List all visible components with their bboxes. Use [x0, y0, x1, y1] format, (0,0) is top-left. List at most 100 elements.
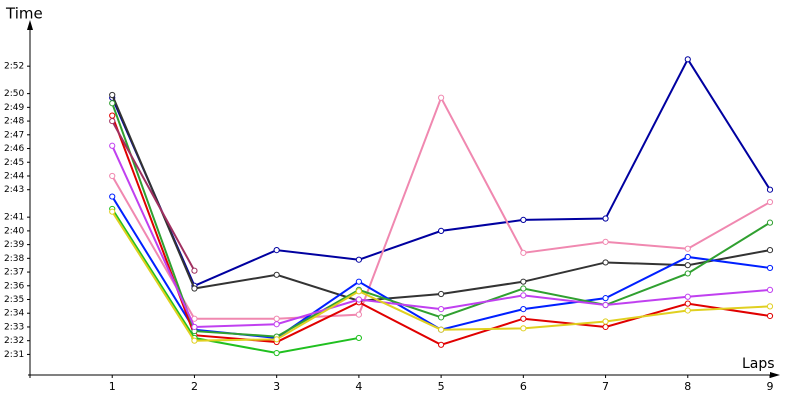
data-point: [438, 227, 445, 234]
y-tick-label: 2:39: [4, 240, 24, 250]
data-point: [520, 292, 527, 299]
series-line: [111, 102, 771, 338]
data-point: [355, 334, 362, 342]
data-point: [109, 142, 116, 149]
data-point: [438, 326, 445, 333]
data-point: [109, 112, 116, 119]
data-point: [766, 264, 774, 272]
data-point: [355, 278, 362, 285]
data-point: [520, 216, 527, 224]
data-point: [520, 315, 527, 322]
data-point: [109, 193, 116, 200]
data-point: [191, 323, 198, 331]
data-point: [355, 296, 362, 303]
y-tick-label: 2:38: [4, 254, 24, 264]
data-point: [602, 323, 609, 331]
data-point: [684, 262, 691, 269]
data-point: [191, 315, 198, 322]
data-point: [684, 293, 691, 300]
y-tick-label: 2:47: [4, 130, 24, 140]
y-tick-label: 2:31: [4, 350, 24, 360]
x-tick-label: 1: [109, 380, 116, 393]
data-point: [438, 290, 445, 298]
data-point: [520, 278, 527, 285]
data-point: [766, 286, 774, 294]
y-tick-label: 2:50: [4, 89, 24, 99]
y-tick-label: 2:46: [4, 144, 24, 154]
y-tick-label: 2:52: [4, 62, 24, 72]
data-point: [355, 256, 362, 263]
data-point: [438, 314, 445, 321]
data-point: [109, 208, 116, 215]
data-point: [684, 245, 691, 252]
x-axis-arrow: [770, 372, 780, 378]
data-point: [438, 306, 445, 313]
x-tick-label: 2: [191, 380, 198, 393]
y-tick-label: 2:37: [4, 268, 24, 278]
x-tick-label: 7: [602, 380, 609, 393]
x-tick-label: 3: [273, 380, 280, 393]
data-point: [766, 198, 774, 206]
y-tick-label: 2:44: [4, 171, 24, 181]
x-tick-label: 5: [438, 380, 445, 393]
data-point: [273, 246, 280, 254]
data-point: [766, 219, 774, 226]
data-point: [684, 253, 691, 261]
series-line: [111, 94, 771, 302]
data-point: [355, 311, 362, 318]
data-point: [602, 301, 609, 309]
data-point: [520, 285, 527, 292]
y-tick-label: 2:40: [4, 226, 24, 236]
data-point: [684, 300, 691, 307]
data-point: [684, 307, 691, 314]
data-point: [766, 312, 774, 320]
data-point: [273, 271, 280, 278]
x-tick-label: 4: [355, 380, 362, 393]
y-tick-label: 2:49: [4, 103, 24, 113]
data-point: [109, 100, 116, 107]
x-tick-label: 9: [767, 380, 774, 393]
data-point: [273, 321, 280, 328]
x-tick-label: 8: [684, 380, 691, 393]
data-point: [191, 267, 198, 274]
data-point: [109, 117, 116, 125]
data-point: [766, 303, 774, 310]
series-line: [111, 208, 360, 355]
data-point: [766, 246, 774, 254]
data-point: [684, 56, 691, 63]
data-point: [191, 285, 198, 292]
series-line: [111, 145, 771, 328]
y-tick-label: 2:41: [4, 213, 24, 223]
data-point: [520, 325, 527, 332]
y-tick-label: 2:33: [4, 322, 24, 332]
data-point: [520, 249, 527, 256]
y-tick-label: 2:35: [4, 295, 24, 305]
y-axis-label: Time: [5, 5, 43, 23]
series-line: [111, 120, 196, 272]
data-point: [520, 306, 527, 313]
data-point: [602, 318, 609, 325]
y-tick-label: 2:34: [4, 309, 24, 319]
x-axis-label: Laps: [742, 356, 775, 372]
y-tick-label: 2:43: [4, 185, 24, 195]
data-point: [766, 186, 774, 193]
data-point: [602, 259, 609, 266]
data-point: [438, 341, 445, 348]
data-point: [602, 295, 609, 302]
y-tick-label: 2:48: [4, 117, 24, 127]
series-line: [111, 57, 771, 288]
x-tick-label: 6: [520, 380, 527, 393]
data-point: [191, 337, 198, 344]
data-point: [273, 349, 280, 357]
data-point: [355, 288, 362, 295]
data-point: [109, 91, 116, 99]
data-point: [602, 238, 609, 245]
y-tick-label: 2:45: [4, 158, 24, 168]
data-point: [273, 336, 280, 343]
y-tick-label: 2:32: [4, 336, 24, 346]
y-tick-label: 2:36: [4, 281, 24, 291]
data-point: [438, 94, 445, 101]
data-point: [684, 270, 691, 277]
data-point: [109, 172, 116, 180]
